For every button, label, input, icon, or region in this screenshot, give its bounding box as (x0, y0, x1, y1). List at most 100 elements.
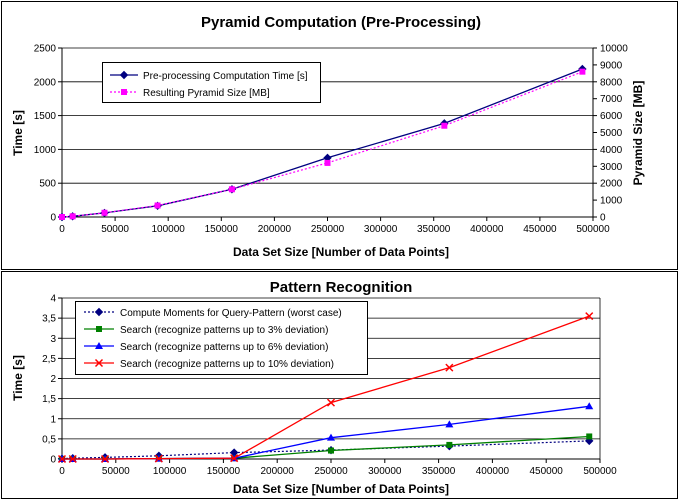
chart-pyramid-computation: Pyramid Computation (Pre-Processing) Dat… (11, 14, 645, 259)
chart1-legend-box (102, 62, 321, 103)
chart2-x-tick-label: 250000 (314, 466, 348, 477)
chart1-y2-tick-label: 2000 (600, 179, 623, 190)
chart2-y-tick-label: 3 (50, 334, 56, 345)
chart1-y-tick-label: 500 (39, 179, 56, 190)
chart2-y-tick-label: 0 (50, 455, 56, 466)
chart2-legend-marker-0 (94, 307, 104, 317)
chart2-x-tick-label: 350000 (422, 466, 456, 477)
chart2-x-axis-label: Data Set Size [Number of Data Points] (233, 482, 449, 496)
chart1-legend-marker-1 (121, 89, 127, 95)
chart1-y2-tick-label: 7000 (600, 94, 623, 105)
chart1-x-tick-label: 300000 (364, 224, 398, 235)
chart1-y-tick-label: 1000 (34, 145, 57, 156)
chart2-series-1-point (328, 447, 334, 454)
chart2-legend-label-3: Search (recognize patterns up to 10% dev… (120, 359, 334, 370)
chart1-y2-tick-label: 9000 (600, 60, 623, 71)
chart1-series-1-line (61, 71, 583, 218)
chart2-series-3-line (62, 315, 590, 460)
chart1-x-tick-label: 450000 (523, 224, 557, 235)
chart2-y-tick-label: 1 (50, 414, 56, 425)
chart1-y2-tick-label: 5000 (600, 128, 623, 139)
chart2-series-0-line (61, 440, 590, 460)
chart1-x-tick-label: 500000 (576, 224, 610, 235)
chart2-legend-label-2: Search (recognize patterns up to 6% devi… (120, 342, 328, 353)
chart2-series-1-point (586, 433, 593, 440)
chart1-x-tick-label: 100000 (152, 224, 186, 235)
chart1-y2-axis-label: Pyramid Size [MB] (631, 81, 645, 186)
chart2-series-3-point (101, 454, 110, 464)
chart2-series-1-point (446, 441, 453, 448)
chart1-series-1-point (228, 186, 235, 193)
chart2-legend-marker-1 (96, 326, 102, 332)
chart2-series-3-point (445, 363, 454, 372)
chart1-legend: Pre-processing Computation Time [s] Resu… (102, 62, 321, 103)
chart2-y-tick-label: 3,5 (42, 314, 56, 325)
chart-pattern-recognition: Pattern Recognition Data Set Size [Numbe… (11, 279, 617, 496)
chart1-y2-tick-label: 4000 (600, 145, 623, 156)
chart2-title: Pattern Recognition (270, 279, 413, 296)
chart1-y-tick-label: 0 (50, 213, 56, 224)
chart2-x-tick-label: 450000 (530, 466, 564, 477)
chart2-legend-label-0: Compute Moments for Query-Pattern (worst… (120, 308, 342, 319)
chart2-series-3-point (230, 454, 239, 463)
chart1-y-axis-label: Time [s] (11, 110, 25, 156)
chart1-y2-tick-label: 3000 (600, 162, 623, 173)
chart2-series-2-point (445, 420, 454, 428)
chart1-x-tick-label: 400000 (470, 224, 504, 235)
chart2-legend-label-1: Search (recognize patterns up to 3% devi… (120, 325, 328, 336)
chart2-x-tick-label: 0 (59, 466, 65, 477)
chart2-y-axis-label: Time [s] (11, 355, 25, 401)
chart2-y-tick-label: 0,5 (42, 434, 56, 445)
chart1-title: Pyramid Computation (Pre-Processing) (201, 14, 481, 31)
chart1-series-1-point (579, 68, 586, 75)
chart2-legend-box (75, 301, 368, 375)
chart2-legend: Compute Moments for Query-Pattern (worst… (75, 301, 368, 375)
chart1-legend-marker-0 (119, 70, 129, 80)
chart2-series-3-point (326, 398, 336, 407)
chart2-x-tick-label: 100000 (153, 466, 187, 477)
chart1-series-1-point (324, 159, 331, 166)
chart2-legend-marker-3 (94, 358, 104, 368)
chart2-x-tick-label: 50000 (102, 466, 130, 477)
chart1-series-1-point (101, 209, 108, 216)
chart1-y-tick-label: 2000 (34, 77, 57, 88)
chart2-y-tick-label: 2,5 (42, 354, 56, 365)
chart1-y-tick-label: 1500 (34, 111, 57, 122)
chart1-y2-tick-label: 10000 (600, 44, 628, 55)
chart1-series-1-point (154, 202, 161, 209)
chart1-series-1-point (69, 213, 76, 220)
chart1-y2-tick-label: 0 (600, 213, 606, 224)
chart2-x-tick-label: 300000 (368, 466, 402, 477)
chart1-y2-tick-label: 8000 (600, 77, 623, 88)
chart1-y2-tick-label: 6000 (600, 111, 623, 122)
chart2-x-tick-label: 200000 (261, 466, 295, 477)
chart2-x-tick-label: 150000 (207, 466, 241, 477)
chart1-series-0-line (61, 68, 583, 218)
chart2-series-3-point (57, 454, 67, 464)
chart2-x-tick-label: 500000 (583, 466, 617, 477)
chart2-series-2-point (327, 433, 335, 441)
chart1-x-tick-label: 150000 (205, 224, 239, 235)
chart2-x-tick-label: 400000 (476, 466, 510, 477)
chart1-y2-tick-label: 1000 (600, 196, 623, 207)
chart2-y-tick-label: 2 (50, 374, 56, 385)
chart2-series-3-point (585, 312, 594, 321)
chart2-series-3-point (154, 454, 163, 463)
chart1-x-tick-label: 200000 (258, 224, 292, 235)
chart1-x-tick-label: 50000 (101, 224, 129, 235)
chart1-legend-label-0: Pre-processing Computation Time [s] (143, 71, 308, 82)
chart2-series-2-point (585, 402, 594, 410)
chart1-series-1-point (59, 214, 65, 220)
chart1-x-tick-label: 0 (59, 224, 65, 235)
chart2-y-tick-label: 4 (50, 294, 56, 305)
chart1-x-tick-label: 250000 (311, 224, 345, 235)
chart1-legend-label-1: Resulting Pyramid Size [MB] (143, 88, 270, 99)
chart1-x-axis-label: Data Set Size [Number of Data Points] (233, 245, 449, 259)
chart1-series-1-point (441, 122, 448, 129)
chart1-y-tick-label: 2500 (34, 44, 57, 55)
chart2-legend-marker-2 (95, 342, 103, 349)
chart2-y-tick-label: 1,5 (42, 394, 56, 405)
chart1-x-tick-label: 350000 (417, 224, 451, 235)
chart2-series-3-point (68, 454, 77, 464)
